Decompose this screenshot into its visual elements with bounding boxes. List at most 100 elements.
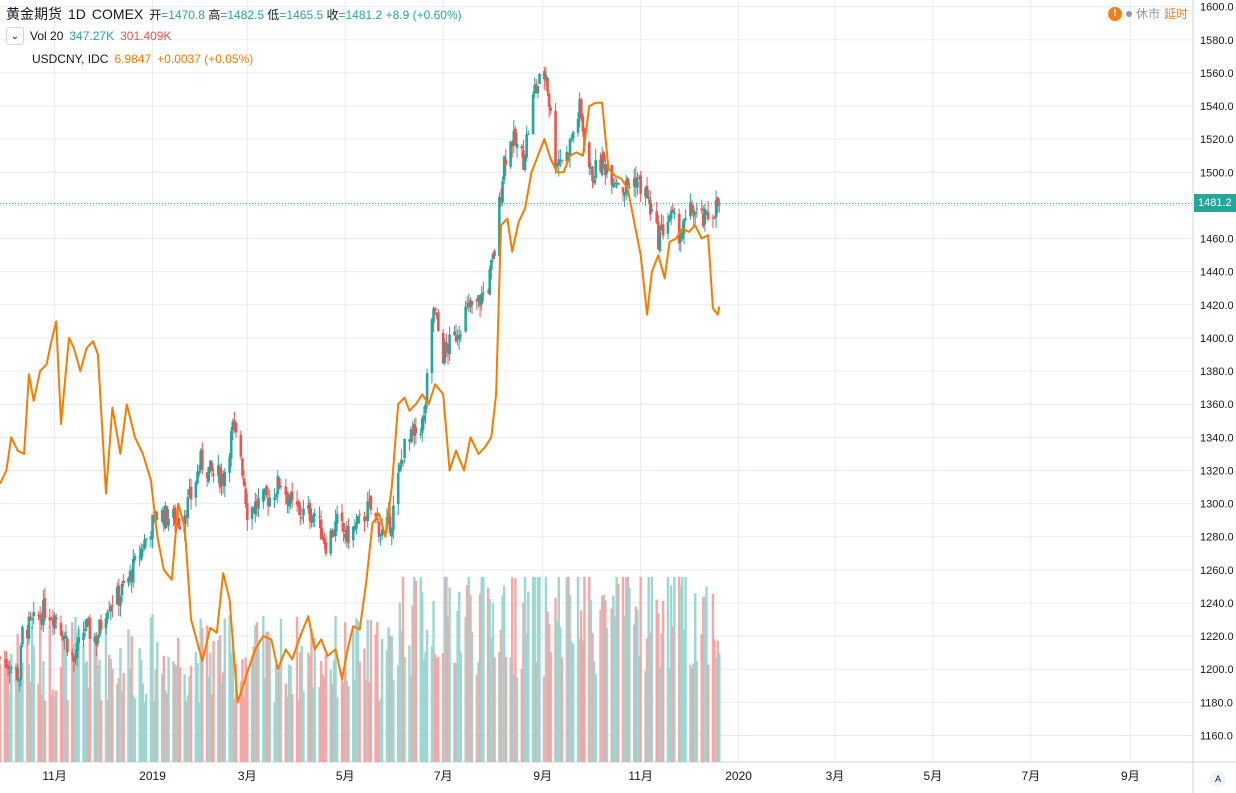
volume-bar: [364, 679, 368, 762]
candle-body: [218, 467, 222, 488]
candle-body: [424, 404, 427, 414]
candle-body: [547, 93, 551, 108]
candle-body: [25, 629, 29, 639]
high-label: 高: [208, 7, 221, 22]
volume-bar: [43, 700, 47, 762]
volume-bar: [278, 667, 281, 762]
volume-bar: [167, 656, 170, 762]
candle-body: [229, 431, 233, 459]
compare-legend[interactable]: USDCNY, IDC 6.9847 +0.0037 (+0.05%): [32, 52, 253, 66]
volume-bar: [172, 661, 175, 762]
volume-bar: [95, 649, 98, 762]
volume-bar: [549, 652, 552, 762]
volume-bar: [477, 662, 480, 762]
candle-body: [514, 128, 517, 146]
candle-body: [531, 94, 535, 135]
volume-bar: [578, 638, 581, 762]
volume-bar: [448, 587, 451, 762]
candle-body: [290, 491, 294, 500]
volume-bar: [369, 620, 373, 762]
volume-bar: [151, 614, 154, 762]
volume-bar: [616, 583, 620, 762]
candle-body: [64, 635, 68, 638]
volume-bar: [491, 603, 495, 762]
volume-bar: [397, 665, 400, 762]
candle-body: [477, 295, 480, 301]
volume-bar: [681, 576, 684, 762]
candle-body: [364, 519, 368, 521]
candle-body: [127, 578, 130, 583]
volume-bar: [702, 596, 705, 762]
volume-legend[interactable]: ⌄ Vol 20 347.27K 301.409K: [6, 27, 171, 45]
close-label: 收: [326, 7, 339, 22]
candle-body: [252, 507, 255, 513]
volume-bar: [50, 695, 53, 762]
volume-bar: [0, 663, 2, 762]
volume-bar: [299, 652, 302, 762]
volume-bar: [538, 576, 541, 762]
volume-bar: [470, 631, 474, 762]
candle-body: [212, 474, 215, 476]
candle-body: [311, 515, 315, 523]
volume-bar: [695, 660, 699, 762]
candle-body: [706, 211, 710, 220]
candle-body: [363, 516, 366, 522]
candle-body: [684, 218, 687, 220]
volume-bar: [454, 662, 458, 762]
volume-bar: [716, 640, 719, 762]
volume-bar: [63, 639, 66, 762]
candle-body: [356, 516, 360, 523]
volume-bar: [557, 576, 560, 762]
volume-bar: [59, 666, 63, 762]
volume-bar: [355, 617, 358, 762]
candle-body: [250, 507, 254, 520]
candle-body: [164, 505, 167, 529]
volume-ma-value: 301.409K: [120, 29, 172, 43]
volume-bar: [673, 576, 676, 762]
volume-bar: [636, 609, 639, 762]
time-axis-label: 2020: [725, 769, 752, 783]
volume-bar: [515, 676, 519, 762]
volume-bar: [319, 660, 323, 762]
candle-body: [581, 116, 585, 132]
last-price-tag: 1481.2: [1194, 194, 1236, 213]
volume-bar: [132, 695, 135, 762]
volume-bar: [40, 694, 43, 762]
volume-bar: [604, 600, 607, 762]
candle-body: [347, 526, 350, 544]
volume-bar: [711, 593, 715, 762]
volume-bar: [388, 635, 392, 762]
volume-bar: [324, 654, 328, 762]
auto-scale-button[interactable]: A: [1210, 771, 1226, 787]
candle-body: [340, 512, 344, 522]
candle-body: [297, 501, 300, 507]
candle-body: [660, 224, 663, 231]
volume-bar: [26, 645, 29, 762]
candle-body: [217, 465, 220, 476]
market-status[interactable]: ! 休市 延时: [1107, 5, 1188, 22]
candle-body: [117, 585, 121, 605]
volume-bar: [138, 648, 141, 762]
delayed-label: 延时: [1163, 7, 1188, 21]
volume-bar: [600, 596, 604, 762]
price-axis-label: 1220.0: [1200, 631, 1234, 643]
price-axis-label: 1460.0: [1200, 234, 1234, 246]
volume-bar: [130, 635, 133, 762]
candle-body: [266, 497, 270, 507]
candle-body: [571, 131, 575, 139]
time-axis-label: 5月: [924, 769, 943, 783]
volume-bar: [533, 576, 536, 762]
volume-bar: [51, 689, 55, 762]
volume-bar: [536, 576, 540, 762]
volume-bar: [677, 576, 681, 762]
chevron-down-icon[interactable]: ⌄: [6, 27, 24, 45]
volume-bar: [480, 576, 483, 762]
candle-body: [628, 186, 631, 188]
candle-body: [335, 513, 339, 524]
volume-bar: [525, 632, 528, 762]
volume-bar: [96, 665, 100, 762]
symbol-legend[interactable]: 黄金期货 1D COMEX 开=1470.8 高=1482.5 低=1465.5…: [6, 4, 462, 24]
volume-bar: [625, 576, 628, 762]
change-value: +8.9 (+0.60%): [385, 7, 462, 22]
